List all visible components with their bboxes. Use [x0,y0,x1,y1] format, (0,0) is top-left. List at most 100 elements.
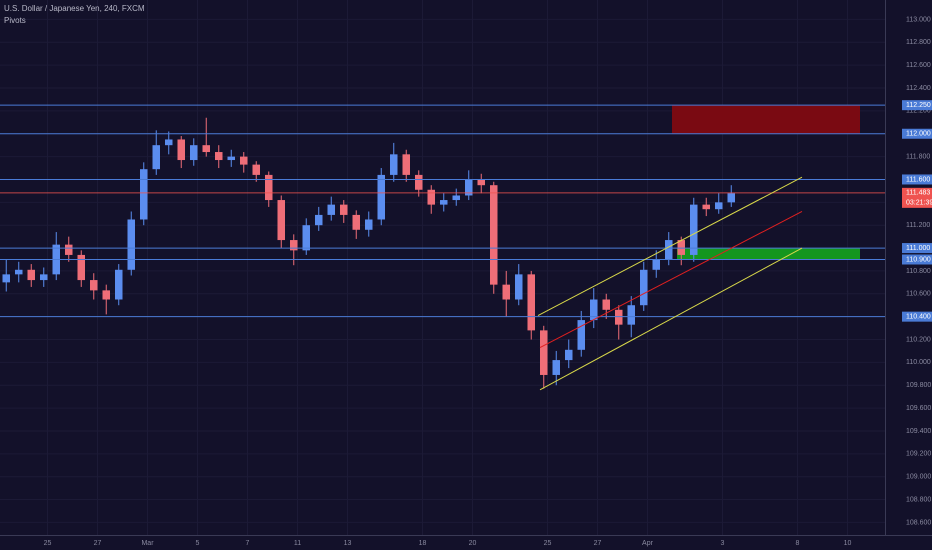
x-tick-label: Mar [141,540,154,547]
candle-body [665,240,673,260]
countdown-label: 03:21:39 [906,200,932,207]
candle-body [102,290,110,300]
y-tick-label: 109.400 [906,428,931,435]
candle-body [240,156,248,165]
x-tick-label: 8 [796,540,800,547]
candle-body [290,240,298,251]
level-label: 110.900 [906,256,931,263]
candle-body [727,193,735,203]
y-tick-label: 112.400 [906,85,931,92]
x-tick-label: 27 [594,540,602,547]
candle-body [252,164,260,175]
y-tick-label: 109.800 [906,382,931,389]
candle-body [690,204,698,255]
candle-body [365,219,373,230]
candle-body [640,269,648,306]
y-tick-label: 109.000 [906,474,931,481]
candle-body [502,284,510,300]
candle-body [40,274,48,281]
x-tick-label: 27 [94,540,102,547]
candle-body [65,244,73,255]
y-tick-label: 112.200 [906,108,931,115]
x-tick-label: 25 [544,540,552,547]
level-label-box [902,243,932,254]
y-tick-label: 109.600 [906,405,931,412]
candle-body [440,200,448,205]
candle-body [165,139,173,146]
level-label-box [902,174,932,185]
chart-subtitle: Pivots [4,16,26,25]
candle-body [565,349,573,361]
channel-line [537,176,803,316]
current-price-box [902,187,932,208]
zone [677,248,860,260]
x-tick-label: 18 [419,540,427,547]
candle-body [127,219,135,270]
candle-body [477,179,485,186]
candle-body [677,240,685,255]
candle-body [190,145,198,161]
candle-body [527,274,535,331]
y-tick-label: 108.600 [906,519,931,526]
candle-body [140,169,148,220]
candle-body [465,179,473,196]
y-tick-label: 111.800 [906,153,930,160]
candle-body [627,305,635,325]
candle-body [515,274,523,300]
level-label: 112.250 [906,102,931,109]
level-label: 110.400 [906,313,931,320]
candle-body [602,299,610,310]
zone [672,105,860,134]
level-label: 112.000 [906,131,931,138]
candle-body [615,309,623,325]
candle-body [340,204,348,215]
level-label: 111.000 [906,245,930,252]
candle-body [540,330,548,375]
x-tick-label: 7 [246,540,250,547]
y-tick-label: 113.000 [906,16,931,23]
candle-body [452,195,460,201]
candle-body [152,145,160,170]
candle-body [715,202,723,210]
level-label-box [902,128,932,139]
level-label-box [902,254,932,265]
current-price-label: 111.483 [906,190,930,197]
candle-body [2,274,10,283]
candle-body [577,320,585,350]
candle-body [415,174,423,190]
chart-title: U.S. Dollar / Japanese Yen, 240, FXCM [4,4,145,13]
y-tick-label: 110.600 [906,291,931,298]
candle-body [352,214,360,230]
level-label-box [902,100,932,111]
y-tick-label: 109.200 [906,451,931,458]
candle-body [265,174,273,201]
candle-body [227,156,235,161]
channel-line [539,247,803,391]
x-tick-label: 13 [344,540,352,547]
candle-body [177,139,185,161]
candle-body [402,154,410,175]
x-tick-label: 3 [721,540,725,547]
y-tick-label: 110.200 [906,336,931,343]
level-label-box [902,311,932,322]
candle-body [490,185,498,285]
x-tick-label: 5 [196,540,200,547]
candle-body [202,145,210,153]
y-tick-label: 108.800 [906,496,931,503]
candle-body [27,269,35,281]
candle-body [327,204,335,215]
candle-body [390,154,398,175]
x-tick-label: 25 [44,540,52,547]
candle-body [302,225,310,251]
candle-body [377,174,385,220]
candle-body [427,189,435,205]
x-tick-label: Apr [642,540,654,547]
candle-body [702,204,710,210]
candle-body [552,360,560,375]
x-tick-label: 11 [294,540,301,547]
channel-line [539,211,803,348]
candle-body [77,254,85,281]
candle-body [15,269,23,275]
y-tick-label: 112.600 [906,62,931,69]
